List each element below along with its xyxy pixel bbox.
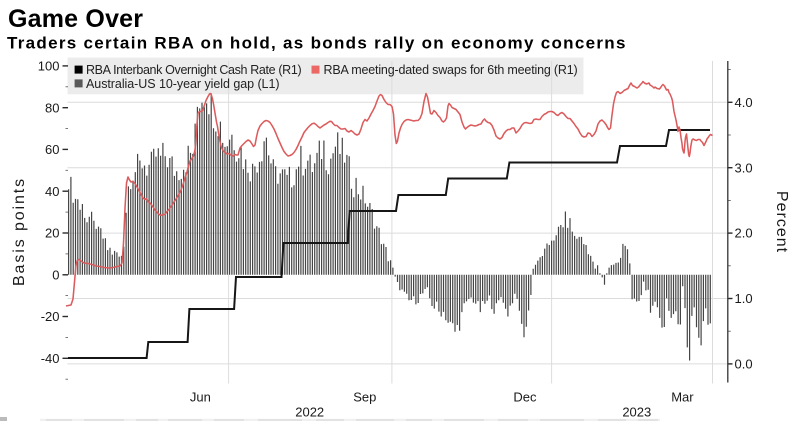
svg-text:80: 80 — [45, 100, 59, 115]
svg-text:0.0: 0.0 — [735, 357, 753, 372]
svg-text:Australia-US 10-year yield gap: Australia-US 10-year yield gap (L1) — [86, 77, 279, 91]
svg-text:Traders certain RBA on hold, a: Traders certain RBA on hold, as bonds ra… — [7, 34, 627, 53]
svg-text:Mar: Mar — [671, 390, 694, 405]
svg-text:2022: 2022 — [295, 405, 324, 420]
svg-text:20: 20 — [45, 226, 59, 241]
svg-text:RBA Interbank Overnight Cash R: RBA Interbank Overnight Cash Rate (R1) — [86, 63, 301, 77]
svg-text:1.0: 1.0 — [735, 291, 753, 306]
svg-text:Percent: Percent — [773, 191, 790, 253]
svg-text:4.0: 4.0 — [735, 95, 753, 110]
svg-text:Dec: Dec — [513, 390, 537, 405]
svg-text:-20: -20 — [41, 309, 60, 324]
svg-text:Sep: Sep — [353, 390, 376, 405]
svg-text:3.0: 3.0 — [735, 160, 753, 175]
svg-text:40: 40 — [45, 184, 59, 199]
svg-text:60: 60 — [45, 142, 59, 157]
svg-text:100: 100 — [38, 59, 60, 74]
svg-text:-40: -40 — [41, 351, 60, 366]
svg-text:Jun: Jun — [190, 390, 211, 405]
svg-text:2.0: 2.0 — [735, 226, 753, 241]
svg-text:0: 0 — [52, 267, 59, 282]
svg-text:RBA meeting-dated swaps for 6t: RBA meeting-dated swaps for 6th meeting … — [324, 63, 578, 77]
svg-text:2023: 2023 — [622, 405, 651, 420]
svg-text:Basis points: Basis points — [11, 177, 28, 286]
svg-text:Game Over: Game Over — [8, 5, 143, 33]
